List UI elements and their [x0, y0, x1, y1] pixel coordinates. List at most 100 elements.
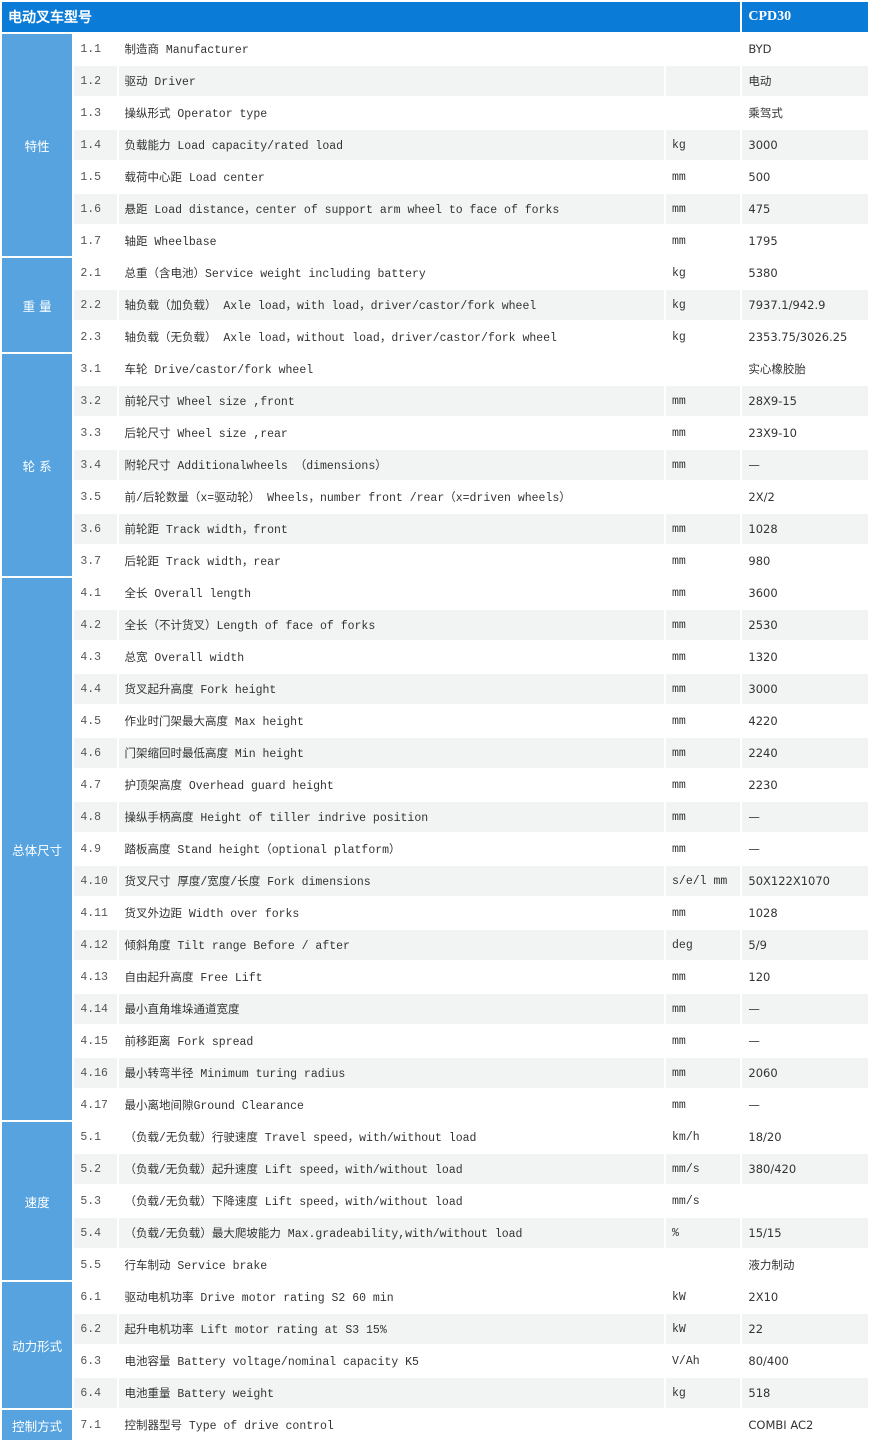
row-unit: mm — [672, 778, 686, 792]
row-description: 踏板高度 Stand height（optional platform） — [124, 844, 401, 857]
row-number: 4.3 — [80, 650, 102, 664]
row-value: 500 — [748, 170, 771, 184]
table-row: 4.3 总宽 Overall width mm 1320 — [2, 642, 868, 672]
row-description: 全长（不计货叉）Length of face of forks — [118, 610, 665, 640]
row-number: 4.17 — [80, 1098, 108, 1112]
row-value: 2060 — [742, 1058, 868, 1088]
group-label: 速度 — [2, 1122, 73, 1280]
table-row: 4.2 全长（不计货叉）Length of face of forks mm 2530 — [2, 610, 868, 640]
row-description: （负载/无负载）行驶速度 Travel speed，with/without l… — [124, 1132, 477, 1145]
row-number: 4.6 — [74, 738, 117, 768]
row-value: 980 — [748, 554, 771, 568]
row-unit: deg — [666, 930, 741, 960]
row-unit: mm — [666, 610, 741, 640]
row-number: 4.7 — [80, 778, 102, 792]
table-row: 4.9 踏板高度 Stand height（optional platform） m… — [2, 834, 868, 864]
row-value: 4220 — [748, 714, 778, 728]
row-unit: km/h — [672, 1130, 700, 1144]
row-value — [742, 1186, 868, 1216]
table-row: 重 量 2.1 总重（含电池）Service weight including ba… — [2, 258, 868, 352]
table-row: 3.5 前/后轮数量（x=驱动轮） Wheels，number front /re… — [2, 482, 868, 512]
row-number: 5.4 — [74, 1218, 117, 1248]
row-unit — [666, 98, 740, 128]
row-number: 5.1 — [80, 1130, 102, 1144]
row-number: 4.2 — [74, 610, 117, 640]
row-description: 电池容量 Battery voltage/nominal capacity K5 — [124, 1356, 419, 1369]
row-value: 1028 — [748, 906, 778, 920]
table-row: 1.6 悬距 Load distance，center of support ar… — [2, 194, 868, 224]
row-number: 5.5 — [80, 1258, 102, 1272]
row-number: 4.11 — [80, 906, 108, 920]
row-description: 前/后轮数量（x=驱动轮） Wheels，number front /rear（… — [124, 492, 571, 505]
table-row: 特性 1.1 制造商 Manufacturer BYD — [2, 34, 868, 256]
row-description: 最小离地间隙Ground Clearance — [124, 1100, 304, 1113]
row-description: 附轮尺寸 Additionalwheels （dimensions） — [118, 450, 665, 480]
row-value: 5/9 — [742, 930, 868, 960]
row-description: 倾斜角度 Tilt range Before / after — [118, 930, 665, 960]
table-row: 4.17 最小离地间隙Ground Clearance mm — — [2, 1090, 868, 1120]
row-unit — [666, 354, 740, 384]
row-description: 前移距离 Fork spread — [124, 1036, 254, 1049]
row-unit: mm — [666, 802, 741, 832]
row-value: 3000 — [742, 674, 868, 704]
table-row: 2.2 轴负载（加负载） Axle load，with load，driver/c… — [2, 290, 868, 320]
table-row: 6.4 电池重量 Battery weight kg 518 — [2, 1378, 868, 1408]
row-description: 最小转弯半径 Minimum turing radius — [118, 1058, 665, 1088]
row-number: 5.3 — [80, 1194, 102, 1208]
row-number: 4.9 — [80, 842, 102, 856]
row-unit: mm — [672, 426, 686, 440]
row-unit: mm — [672, 842, 686, 856]
row-value: 2530 — [742, 610, 868, 640]
row-unit: mm — [666, 738, 741, 768]
table-row: 4.10 货叉尺寸 厚度/宽度/长度 Fork dimensions s/e/l m… — [2, 866, 868, 896]
row-description: 轴负载（无负载） Axle load，without load，driver/c… — [124, 332, 557, 345]
row-value: 28X9-15 — [742, 386, 868, 416]
group-label: 重 量 — [2, 258, 73, 352]
row-unit: s/e/l mm — [666, 866, 741, 896]
row-unit — [666, 66, 741, 96]
row-unit: mm — [672, 586, 686, 600]
group-label: 轮 系 — [2, 354, 73, 576]
row-description: 总宽 Overall width — [124, 652, 245, 665]
row-unit: mm — [672, 170, 686, 184]
row-unit: V/Ah — [672, 1354, 700, 1368]
row-unit: mm — [666, 994, 741, 1024]
row-value: 电动 — [742, 66, 868, 96]
row-number: 4.15 — [80, 1034, 108, 1048]
row-unit: mm — [672, 906, 686, 920]
row-unit: kg — [666, 130, 741, 160]
table-row: 4.16 最小转弯半径 Minimum turing radius mm 2060 — [2, 1058, 868, 1088]
row-number: 3.5 — [80, 490, 102, 504]
row-description: 驱动 Driver — [118, 66, 665, 96]
row-description: 操纵手柄高度 Height of tiller indrive position — [118, 802, 665, 832]
row-description: 起升电机功率 Lift motor rating at S3 15% — [118, 1314, 665, 1344]
row-unit: mm/s — [672, 1194, 700, 1208]
table-row: 2.3 轴负载（无负载） Axle load，without load，drive… — [2, 322, 868, 352]
row-value: 80/400 — [748, 1354, 789, 1368]
row-value: 3000 — [742, 130, 868, 160]
row-unit: % — [666, 1218, 741, 1248]
table-row: 速度 5.1 （负载/无负载）行驶速度 Travel speed，with/with… — [2, 1122, 868, 1280]
row-unit: kg — [666, 290, 741, 320]
row-value: 23X9-10 — [748, 426, 797, 440]
row-number: 6.1 — [80, 1290, 102, 1304]
row-unit: kg — [672, 330, 686, 344]
row-number: 6.3 — [80, 1354, 102, 1368]
row-description: 车轮 Drive/castor/fork wheel — [124, 364, 314, 377]
group-label: 总体尺寸 — [2, 578, 73, 1120]
row-description: 护顶架高度 Overhead guard height — [124, 780, 334, 793]
row-number: 3.1 — [80, 362, 102, 376]
row-description: 前轮尺寸 Wheel size ,front — [118, 386, 665, 416]
row-number: 4.14 — [74, 994, 117, 1024]
row-unit: mm — [666, 674, 741, 704]
row-value: — — [748, 842, 760, 856]
row-number: 4.8 — [74, 802, 117, 832]
group-label: 控制方式 — [2, 1410, 73, 1440]
row-unit: kg — [672, 266, 686, 280]
row-unit: mm — [672, 234, 686, 248]
row-value: — — [742, 994, 868, 1024]
table-row: 4.8 操纵手柄高度 Height of tiller indrive posit… — [2, 802, 868, 832]
row-description: 最小直角堆垛通道宽度 — [118, 994, 665, 1024]
table-row: 1.7 轴距 Wheelbase mm 1795 — [2, 226, 868, 256]
row-number: 6.2 — [74, 1314, 117, 1344]
